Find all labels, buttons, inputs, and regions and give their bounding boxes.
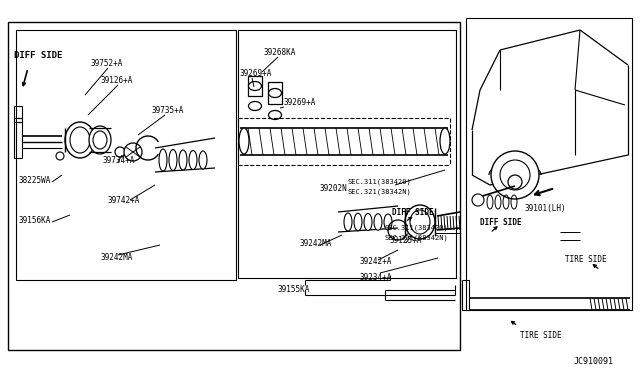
Circle shape bbox=[508, 175, 522, 189]
Circle shape bbox=[115, 147, 125, 157]
Text: SEC.321(38342N): SEC.321(38342N) bbox=[348, 189, 412, 195]
Bar bbox=[14, 106, 22, 158]
Ellipse shape bbox=[239, 128, 249, 154]
Text: 39752+A: 39752+A bbox=[90, 58, 122, 67]
Ellipse shape bbox=[354, 213, 362, 231]
Text: 39269+A: 39269+A bbox=[240, 68, 273, 77]
Text: 39268KA: 39268KA bbox=[264, 48, 296, 57]
Text: 39125+A: 39125+A bbox=[390, 235, 422, 244]
Circle shape bbox=[472, 194, 484, 206]
Ellipse shape bbox=[248, 81, 262, 90]
Bar bbox=[238, 30, 456, 278]
Circle shape bbox=[56, 152, 64, 160]
Ellipse shape bbox=[269, 110, 282, 119]
Ellipse shape bbox=[248, 102, 262, 110]
Ellipse shape bbox=[189, 151, 197, 170]
Text: 39735+A: 39735+A bbox=[152, 106, 184, 115]
Text: 39742+A: 39742+A bbox=[107, 196, 140, 205]
Ellipse shape bbox=[159, 149, 167, 171]
Ellipse shape bbox=[199, 151, 207, 169]
Ellipse shape bbox=[93, 131, 107, 149]
Ellipse shape bbox=[440, 128, 450, 154]
Ellipse shape bbox=[344, 213, 352, 231]
Text: 39242MA: 39242MA bbox=[100, 253, 132, 263]
Ellipse shape bbox=[65, 122, 95, 158]
Bar bbox=[268, 82, 282, 104]
Ellipse shape bbox=[70, 127, 90, 153]
Ellipse shape bbox=[124, 143, 142, 161]
Ellipse shape bbox=[169, 150, 177, 170]
Text: 39155KA: 39155KA bbox=[278, 285, 310, 295]
Text: 39202N: 39202N bbox=[320, 183, 348, 192]
Text: TIRE SIDE: TIRE SIDE bbox=[565, 256, 607, 264]
Text: 38225WA: 38225WA bbox=[18, 176, 51, 185]
Ellipse shape bbox=[384, 214, 392, 230]
Text: SEC.311(383420): SEC.311(383420) bbox=[385, 225, 449, 231]
Text: 39101(LH): 39101(LH) bbox=[525, 203, 566, 212]
Text: 39242+A: 39242+A bbox=[360, 257, 392, 266]
Text: 39269+A: 39269+A bbox=[284, 97, 316, 106]
Text: 39242MA: 39242MA bbox=[300, 238, 332, 247]
Circle shape bbox=[500, 160, 530, 190]
Circle shape bbox=[491, 151, 539, 199]
Text: DIFF SIDE: DIFF SIDE bbox=[480, 218, 522, 227]
Ellipse shape bbox=[364, 214, 372, 231]
Bar bbox=[248, 76, 262, 96]
Bar bbox=[462, 280, 469, 310]
Text: 39126+A: 39126+A bbox=[100, 76, 132, 84]
Bar bbox=[8, 22, 460, 350]
Ellipse shape bbox=[374, 214, 382, 230]
Ellipse shape bbox=[89, 126, 111, 154]
Text: JC910091: JC910091 bbox=[574, 357, 614, 366]
Text: 39156KA: 39156KA bbox=[18, 215, 51, 224]
Bar bbox=[466, 18, 632, 310]
Bar bbox=[16, 30, 236, 280]
Ellipse shape bbox=[179, 150, 187, 170]
Text: 39234+A: 39234+A bbox=[360, 273, 392, 282]
Text: TIRE SIDE: TIRE SIDE bbox=[520, 331, 562, 340]
Text: 39734+A: 39734+A bbox=[102, 155, 134, 164]
Text: DIFF SIDE: DIFF SIDE bbox=[392, 208, 434, 217]
Text: SEC.321(38342N): SEC.321(38342N) bbox=[385, 235, 449, 241]
Ellipse shape bbox=[269, 89, 282, 97]
Ellipse shape bbox=[405, 205, 435, 239]
Ellipse shape bbox=[410, 210, 430, 234]
Text: DIFF SIDE: DIFF SIDE bbox=[14, 51, 62, 60]
Text: SEC.311(383420): SEC.311(383420) bbox=[348, 179, 412, 185]
